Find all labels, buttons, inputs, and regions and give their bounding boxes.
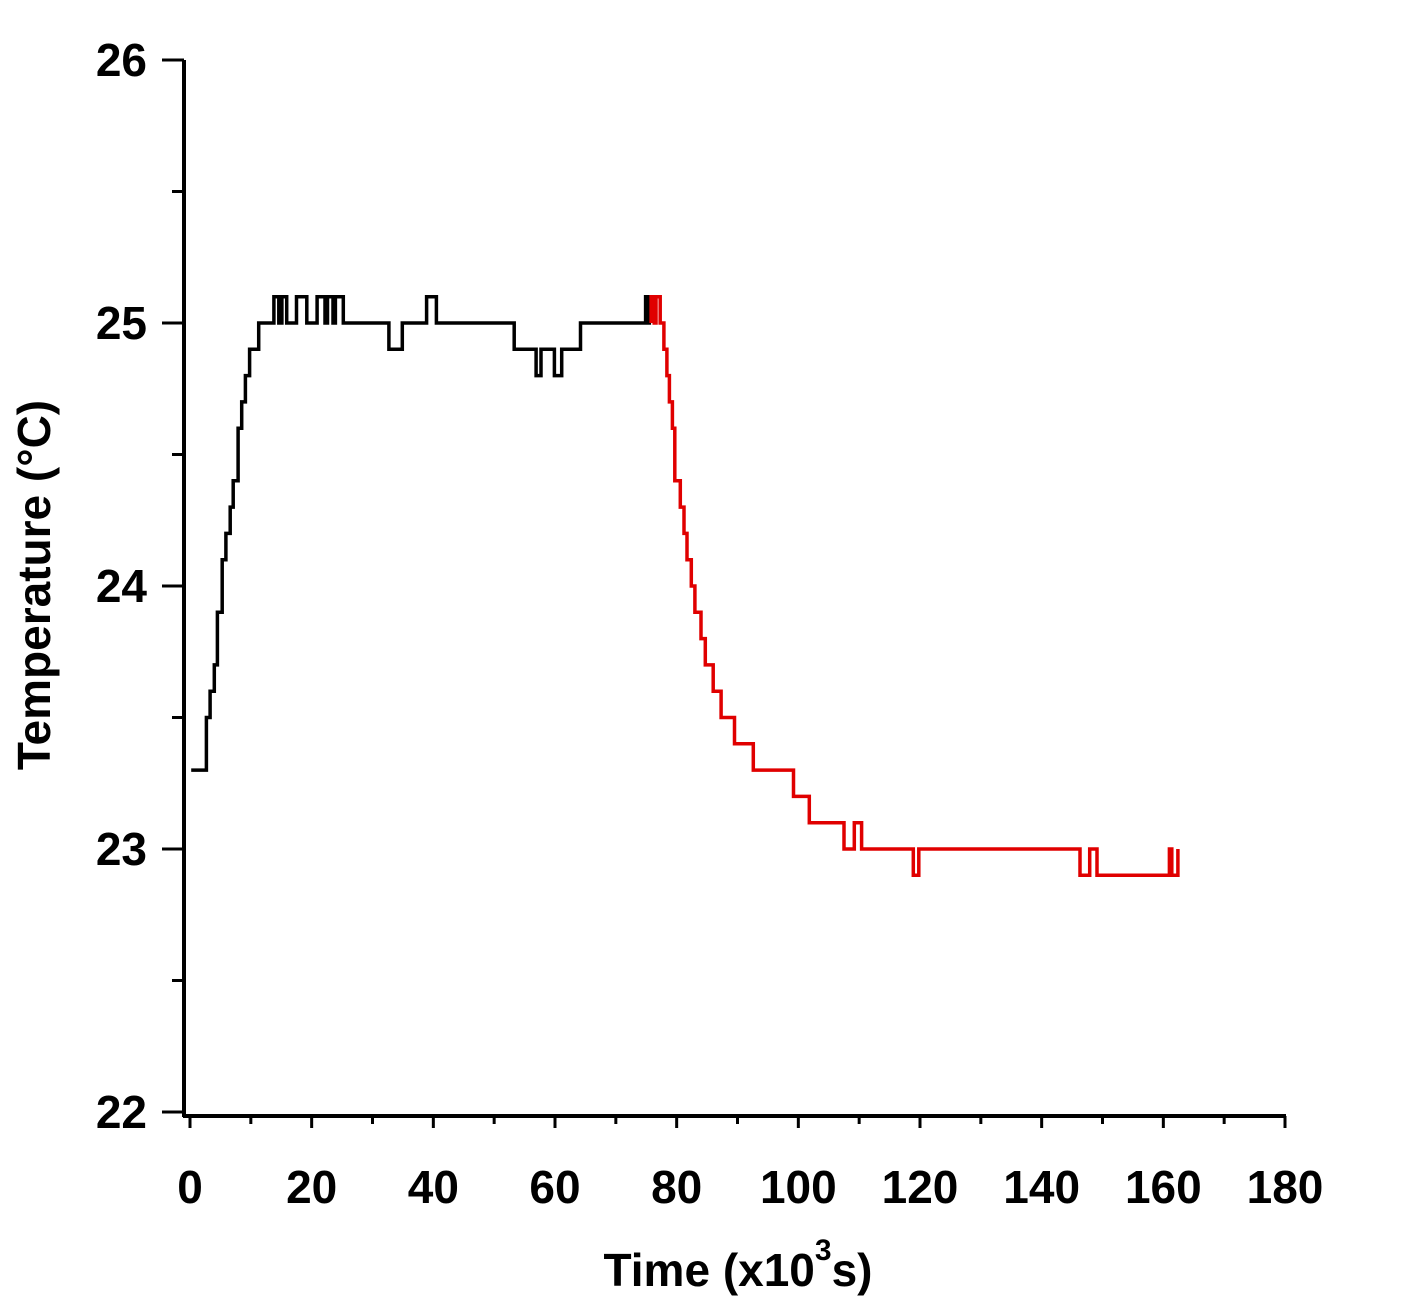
x-tick-label: 120: [882, 1161, 959, 1213]
x-tick-label: 100: [760, 1161, 837, 1213]
series-line-2: [649, 294, 1180, 878]
x-tick-label: 60: [529, 1161, 580, 1213]
x-axis: 0 20 40 60 80 100 120 140 160 180: [177, 1114, 1324, 1213]
x-tick-label: 0: [177, 1161, 203, 1213]
y-tick-label: 22: [96, 1086, 147, 1138]
x-tick-label: 20: [286, 1161, 337, 1213]
y-axis: 22 23 24 25 26: [96, 34, 186, 1138]
x-tick-label: 140: [1003, 1161, 1080, 1213]
x-tick-label: 160: [1125, 1161, 1202, 1213]
x-tick-label: 180: [1247, 1161, 1324, 1213]
y-tick-label: 24: [96, 560, 148, 612]
x-axis-title: Time (x103s): [604, 1234, 873, 1296]
x-axis-title-main: Time (x10: [604, 1244, 815, 1296]
plot-area: [191, 294, 1180, 878]
y-tick-label: 25: [96, 297, 147, 349]
x-tick-label: 40: [408, 1161, 459, 1213]
x-axis-title-superscript: 3: [815, 1234, 832, 1267]
x-axis-title-suffix: s): [832, 1244, 873, 1296]
y-axis-title: Temperature (°C): [8, 400, 60, 770]
y-tick-label: 26: [96, 34, 147, 86]
series-line-1: [191, 294, 652, 772]
y-tick-label: 23: [96, 823, 147, 875]
x-tick-label: 80: [651, 1161, 702, 1213]
